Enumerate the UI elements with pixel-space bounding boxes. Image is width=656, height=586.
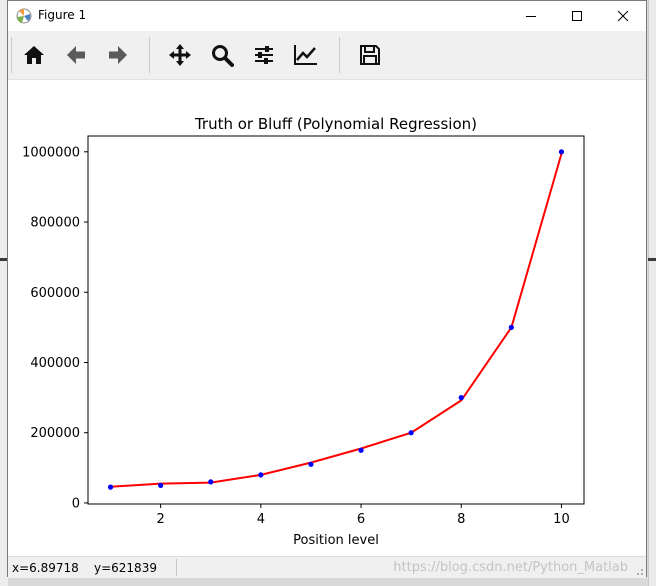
line-chart-icon [294,45,317,65]
regression-line [110,153,563,488]
data-point [208,479,214,485]
status-separator [176,559,177,576]
toolbar-separator [149,37,150,73]
data-point [107,484,114,490]
data-point [408,430,414,436]
save-icon [360,45,380,65]
y-tick-label: 1000000 [22,145,80,160]
x-tick-label: 4 [257,512,265,527]
toolbar-grip [11,37,12,73]
background-divider [0,258,7,261]
background-divider [648,258,656,261]
resize-grip-icon[interactable] [634,566,644,576]
forward-button[interactable] [102,39,134,71]
close-icon [617,10,629,22]
x-coordinate-readout: x=6.89718 [12,561,79,575]
minimize-icon [526,16,536,17]
y-tick-label: 400000 [30,356,80,371]
background-window-left [0,0,8,586]
x-tick-label: 8 [457,512,465,527]
matplotlib-app-icon [16,8,32,24]
figure-canvas[interactable]: Truth or Bluff (Polynomial Regression) 2… [8,80,646,556]
y-tick-label: 0 [72,496,80,511]
x-tick-label: 10 [553,512,570,527]
navigation-toolbar [8,31,646,80]
edit-axes-button[interactable] [290,39,322,71]
zoom-icon [212,45,234,67]
data-point [458,395,464,401]
home-icon [24,46,44,64]
x-tick-label: 2 [157,512,165,527]
y-axis: 0 200000 400000 600000 800000 1000000 [22,145,88,511]
close-button[interactable] [600,1,646,31]
watermark: https://blog.csdn.net/Python_Matlab [393,560,628,575]
chart-title: Truth or Bluff (Polynomial Regression) [194,115,477,133]
figure-window: Figure 1 [7,0,647,578]
series-layer [107,149,565,490]
zoom-button[interactable] [206,39,238,71]
plot-area[interactable]: Truth or Bluff (Polynomial Regression) 2… [8,80,646,556]
home-button[interactable] [18,39,50,71]
maximize-icon [572,11,582,21]
data-point [358,447,364,453]
back-button[interactable] [60,39,92,71]
save-button[interactable] [354,39,386,71]
arrow-left-icon [67,46,85,64]
status-bar: x=6.89718 y=621839 https://blog.csdn.net… [8,556,646,578]
data-point [258,472,264,478]
x-axis-label: Position level [293,533,379,548]
y-tick-label: 600000 [30,286,80,301]
maximize-button[interactable] [554,1,600,31]
move-icon [169,44,191,66]
axes-frame [87,135,585,505]
sliders-icon [255,46,273,64]
data-point [308,461,314,467]
title-bar[interactable]: Figure 1 [8,1,646,31]
minimize-button[interactable] [508,1,554,31]
window-title: Figure 1 [38,8,87,22]
y-tick-label: 800000 [30,216,80,231]
x-tick-label: 6 [357,512,365,527]
pan-button[interactable] [164,39,196,71]
background-window-right [648,0,656,586]
y-tick-label: 200000 [30,426,80,441]
data-point [508,324,514,330]
toolbar-separator [339,37,340,73]
x-axis: 2 4 6 8 10 [157,504,570,527]
subplots-button[interactable] [248,39,280,71]
data-point [558,149,565,155]
data-point [158,482,164,488]
y-coordinate-readout: y=621839 [94,561,157,575]
arrow-right-icon [109,46,127,64]
